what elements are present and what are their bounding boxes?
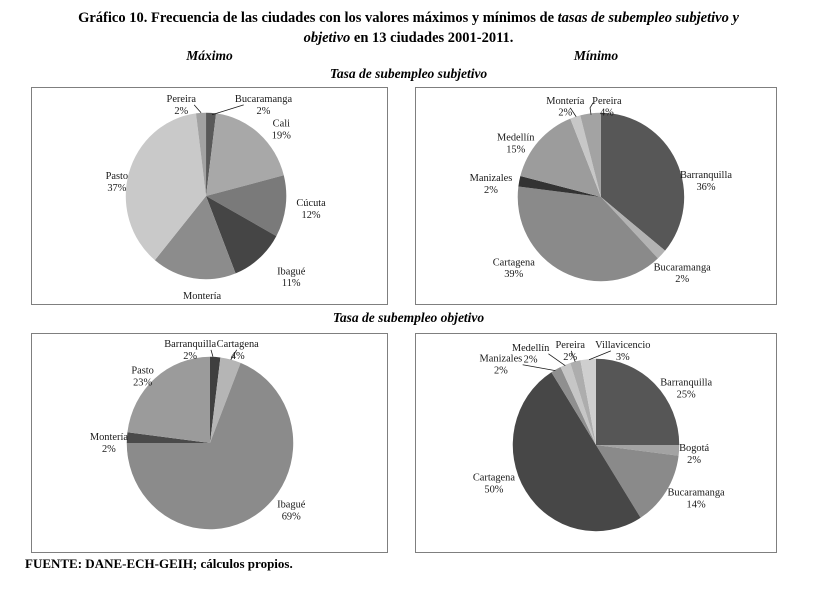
label-leader-line bbox=[230, 349, 238, 360]
pie-slice-medellín bbox=[520, 118, 601, 197]
slice-label-cartagena: Cartagena 50% bbox=[473, 473, 516, 496]
pie-slice-barranquilla bbox=[600, 112, 685, 251]
label-leader-line bbox=[569, 107, 577, 117]
slice-label-pereira: Pereira 2% bbox=[556, 340, 586, 363]
pie-slice-pereira bbox=[570, 360, 596, 445]
label-leader-line bbox=[589, 102, 594, 115]
column-header-minimo: Mínimo bbox=[573, 48, 619, 63]
pie-chart-objetivo-maximo: Barranquilla 2%Cartagena 4% Ibagué 69% Monter… bbox=[90, 339, 306, 530]
title-text-italic: objetivo bbox=[303, 30, 351, 46]
chart-panel-objetivo-maximo: Barranquilla 2% Cartagena 4% Ibagué 69% Monter… bbox=[31, 333, 388, 553]
slice-label-medellín: Medellín 15% bbox=[497, 133, 535, 156]
slice-label-pereira: Pereira 4% bbox=[592, 96, 622, 119]
slice-label-barranquilla: Barranquilla 2% bbox=[164, 339, 216, 362]
slice-label-montería: Montería 2% bbox=[90, 432, 128, 455]
title-text-regular: Gráfico 10. Frecuencia de las ciudades c… bbox=[78, 10, 558, 26]
pie-slice-ibagué bbox=[126, 362, 294, 530]
slice-label-manizales: Manizales 2% bbox=[480, 354, 523, 377]
slice-label-bucaramanga: Bucaramanga 14% bbox=[668, 488, 726, 511]
pie-slice-cúcuta bbox=[206, 175, 287, 237]
chart-panel-subjetivo-maximo: Bucaramanga 2% Cali 19% Cúcuta 12% Ibagué 11% Mo… bbox=[31, 87, 388, 305]
pie-slice-cartagena bbox=[517, 186, 658, 282]
slice-label-montería: Montería 2% bbox=[546, 96, 584, 119]
slice-label-villavicencio: Villavicencio 3% bbox=[595, 340, 650, 363]
pie-slice-manizales bbox=[551, 366, 596, 445]
pie-slice-pereira bbox=[580, 112, 601, 197]
slice-label-bucaramanga: Bucaramanga 2% bbox=[654, 262, 712, 285]
pie-slice-barranquilla bbox=[209, 356, 221, 443]
figure-title-line1: Gráfico 10. Frecuencia de las ciudades c… bbox=[0, 8, 817, 28]
pie-slice-manizales bbox=[518, 176, 601, 197]
pie-chart-subjetivo-maximo: Bucaramanga 2% Cali 19% Cúcuta 12% Ibagué 11% Mo… bbox=[106, 94, 327, 304]
pie-slice-bucaramanga bbox=[600, 196, 666, 259]
label-leader-line bbox=[588, 350, 612, 361]
pie-slice-bogotá bbox=[596, 444, 680, 456]
label-leader-line bbox=[522, 364, 556, 372]
slice-label-medellín: Medellín 2% bbox=[512, 343, 550, 366]
pie-slice-cartagena bbox=[512, 372, 641, 532]
pie-slice-montería bbox=[570, 115, 601, 197]
pie-chart-objetivo-minimo: Barranquilla 25% Bogotá 2% Bucaramanga 14% Car… bbox=[473, 340, 726, 532]
source-note: FUENTE: DANE-ECH-GEIH; cálculos propios. bbox=[25, 556, 293, 571]
pie-slice-cartagena bbox=[209, 357, 241, 443]
label-leader-line bbox=[570, 350, 576, 362]
figure-title-line2: objetivo en 13 ciudades 2001-2011. bbox=[0, 28, 817, 48]
pie-slice-ibagué bbox=[206, 196, 277, 274]
slice-label-cartagena: Cartagena 4% bbox=[217, 339, 260, 362]
chart-panel-objetivo-minimo: Barranquilla 25% Bogotá 2% Bucaramanga 14% Car… bbox=[415, 333, 777, 553]
figure-title: Gráfico 10. Frecuencia de las ciudades c… bbox=[0, 8, 817, 48]
slice-label-barranquilla: Barranquilla 36% bbox=[680, 170, 732, 193]
section-title-objetivo: Tasa de subempleo objetivo bbox=[332, 310, 485, 325]
pie-slice-montería bbox=[154, 196, 236, 280]
column-header-maximo: Máximo bbox=[186, 48, 233, 63]
chart-panel-subjetivo-minimo: Barranquilla 36% Bucaramanga 2% Cartagena 39%… bbox=[415, 87, 777, 305]
slice-label-cali: Cali 19% bbox=[272, 119, 291, 142]
slice-label-cúcuta: Cúcuta 12% bbox=[296, 198, 326, 221]
pie-slice-pasto bbox=[125, 113, 207, 261]
slice-label-bucaramanga: Bucaramanga 2% bbox=[235, 94, 293, 117]
slice-label-bogotá: Bogotá 2% bbox=[679, 443, 709, 466]
slice-label-montería: Montería17% bbox=[183, 291, 221, 304]
pie-slice-pasto bbox=[127, 356, 210, 443]
slice-label-manizales: Manizales 2% bbox=[470, 173, 513, 196]
pie-slice-medellín bbox=[560, 362, 596, 445]
title-text-italic: tasas de subempleo subjetivo y bbox=[557, 10, 739, 26]
pie-slice-pereira bbox=[195, 112, 207, 196]
pie-slice-barranquilla bbox=[596, 358, 680, 445]
pie-slice-bucaramanga bbox=[206, 112, 217, 196]
slice-label-pasto: Pasto 23% bbox=[131, 366, 154, 389]
slice-label-pasto: Pasto 37% bbox=[106, 171, 129, 194]
label-leader-line bbox=[193, 104, 202, 114]
slice-label-ibagué: Ibagué 69% bbox=[277, 499, 306, 522]
slice-label-ibagué: Ibagué 11% bbox=[277, 266, 306, 289]
slice-label-pereira: Pereira 2% bbox=[167, 94, 197, 117]
label-leader-line bbox=[211, 104, 244, 116]
pie-slice-bucaramanga bbox=[596, 444, 679, 518]
slice-label-barranquilla: Barranquilla 25% bbox=[660, 378, 712, 401]
pie-slice-villavicencio bbox=[580, 358, 596, 445]
section-title-subjetivo: Tasa de subempleo subjetivo bbox=[329, 66, 488, 81]
label-leader-line bbox=[210, 349, 214, 357]
pie-slice-cali bbox=[206, 113, 284, 196]
label-leader-line bbox=[548, 353, 566, 367]
pie-chart-subjetivo-minimo: Barranquilla 36% Bucaramanga 2% Cartagena 39%… bbox=[470, 96, 733, 285]
pie-slice-montería bbox=[126, 432, 210, 443]
title-text-regular: en 13 ciudades 2001-2011. bbox=[350, 30, 514, 46]
slice-label-cartagena: Cartagena 39% bbox=[493, 257, 536, 280]
